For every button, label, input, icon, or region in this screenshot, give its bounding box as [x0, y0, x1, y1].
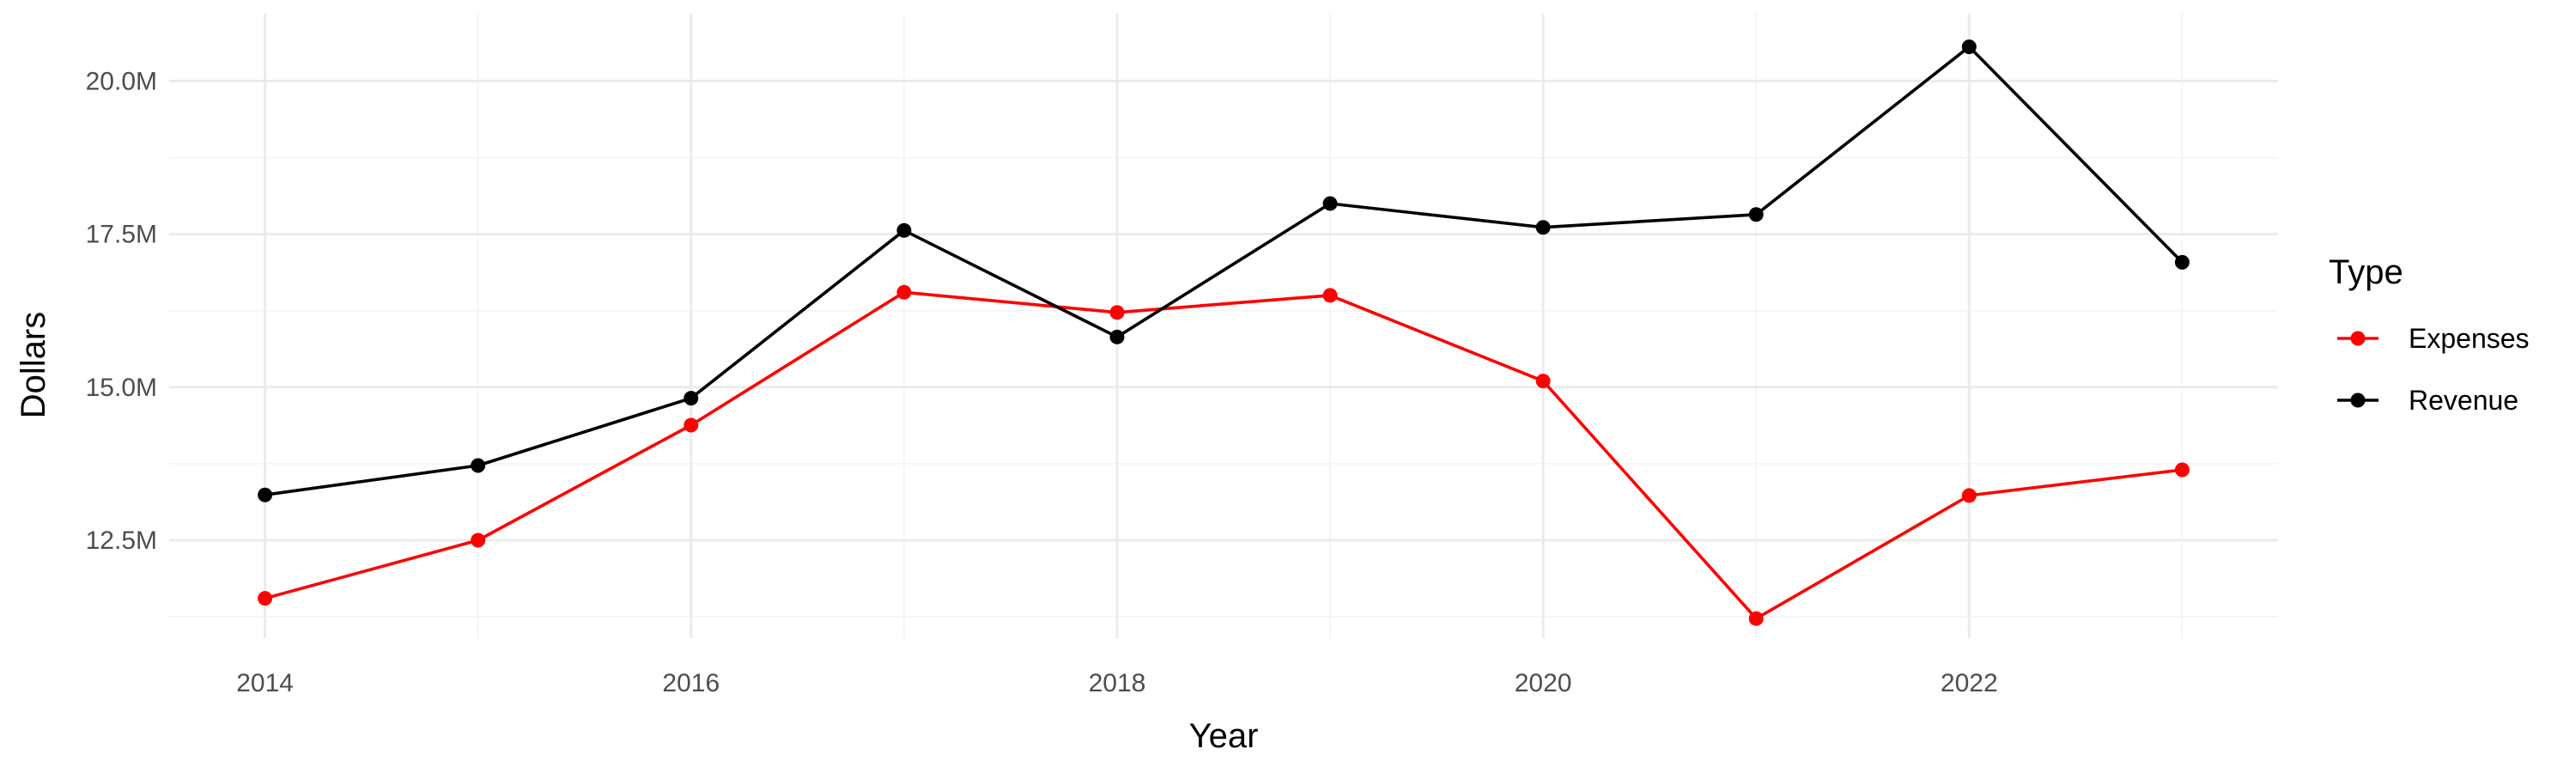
revenue-point: [683, 391, 699, 406]
revenue-point: [1748, 207, 1764, 222]
revenue-point: [2174, 254, 2190, 270]
revenue-point: [1109, 329, 1125, 344]
expenses-point: [471, 533, 486, 548]
legend-items: Expenses Revenue: [2337, 323, 2530, 416]
x-tick-label: 2018: [1089, 669, 1146, 697]
legend-item-revenue: Revenue: [2337, 385, 2518, 416]
x-axis-tick-labels: 2014 2016 2018 2020 2022: [236, 669, 1997, 697]
expenses-point: [1961, 488, 1977, 503]
x-tick-label: 2022: [1941, 669, 1998, 697]
series-revenue: [258, 39, 2190, 502]
legend-title: Type: [2329, 253, 2403, 291]
minor-gridlines: [169, 14, 2278, 638]
x-tick-label: 2016: [662, 669, 720, 697]
major-gridlines: [169, 14, 2278, 638]
x-tick-label: 2020: [1515, 669, 1572, 697]
y-axis-title: Dollars: [15, 312, 52, 418]
y-axis-tick-labels: 12.5M 15.0M 17.5M 20.0M: [86, 67, 157, 555]
expenses-point: [896, 284, 912, 300]
legend-label: Expenses: [2409, 323, 2530, 354]
expenses-point: [2174, 462, 2190, 478]
legend-label: Revenue: [2409, 385, 2518, 416]
x-axis-title: Year: [1189, 717, 1259, 755]
revenue-point: [1535, 220, 1551, 235]
legend-key-point: [2350, 393, 2366, 408]
revenue-line: [264, 45, 2184, 496]
revenue-point: [258, 487, 273, 502]
y-tick-label: 12.5M: [86, 526, 157, 555]
series-layer: [258, 39, 2190, 626]
expenses-line: [264, 290, 2183, 621]
revenue-point: [471, 458, 486, 473]
legend-key-point: [2350, 331, 2366, 346]
expenses-point: [258, 591, 273, 606]
expenses-point: [1748, 611, 1764, 626]
expenses-point: [1322, 288, 1338, 303]
revenue-point: [1322, 196, 1338, 211]
y-tick-label: 17.5M: [86, 221, 157, 249]
revenue-point: [1961, 39, 1977, 54]
legend-item-expenses: Expenses: [2337, 323, 2530, 354]
expenses-point: [1109, 305, 1125, 320]
expenses-point: [683, 417, 699, 433]
expenses-point: [1535, 374, 1551, 389]
revenue-point: [896, 222, 912, 238]
y-tick-label: 15.0M: [86, 374, 157, 402]
y-tick-label: 20.0M: [86, 67, 157, 95]
legend: Type Expenses Revenue: [2329, 253, 2530, 416]
x-tick-label: 2014: [236, 669, 294, 697]
series-expenses: [258, 284, 2190, 626]
